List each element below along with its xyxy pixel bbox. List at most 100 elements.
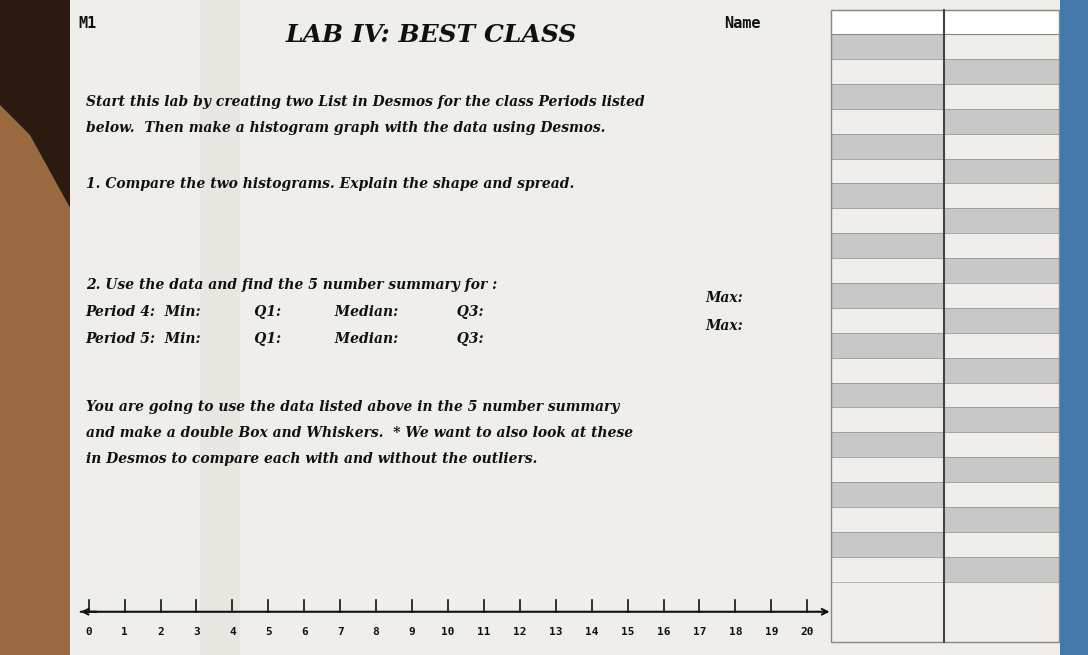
Polygon shape [0,0,85,655]
Text: 84: 84 [993,538,1010,551]
Text: 97: 97 [879,90,895,103]
FancyBboxPatch shape [831,557,944,582]
Text: 96: 96 [993,488,1010,501]
Text: 11: 11 [478,627,491,637]
FancyBboxPatch shape [944,233,1059,258]
Text: 65: 65 [879,115,895,128]
Text: 84: 84 [993,463,1010,476]
FancyBboxPatch shape [831,34,944,59]
FancyBboxPatch shape [831,208,944,233]
FancyBboxPatch shape [831,383,944,407]
FancyBboxPatch shape [831,358,944,383]
Text: 85: 85 [879,339,895,352]
Text: 9: 9 [409,627,416,637]
Text: 91: 91 [993,140,1010,153]
Text: 100: 100 [876,488,900,501]
Text: 99: 99 [993,214,1010,227]
FancyBboxPatch shape [831,84,944,109]
Text: 1. Compare the two histograms. Explain the shape and spread.: 1. Compare the two histograms. Explain t… [86,177,574,191]
FancyBboxPatch shape [831,457,944,482]
FancyBboxPatch shape [944,482,1059,507]
FancyBboxPatch shape [944,258,1059,283]
Text: 100: 100 [989,239,1013,252]
Text: 98: 98 [879,65,895,78]
Text: Period 5:  Min:           Q1:           Median:            Q3:: Period 5: Min: Q1: Median: Q3: [86,332,484,346]
FancyBboxPatch shape [944,507,1059,532]
Text: 20: 20 [801,627,814,637]
Polygon shape [1060,0,1088,655]
Text: M1: M1 [78,16,97,31]
Text: Name: Name [724,16,761,31]
Text: 6: 6 [301,627,308,637]
Text: 69: 69 [879,388,895,402]
FancyBboxPatch shape [944,134,1059,159]
Text: 1: 1 [121,627,128,637]
Text: 55: 55 [879,140,895,153]
FancyBboxPatch shape [944,84,1059,109]
FancyBboxPatch shape [831,109,944,134]
FancyBboxPatch shape [831,233,944,258]
Text: 2. Use the data and find the 5 number summary for :: 2. Use the data and find the 5 number su… [86,278,497,292]
Text: LAB IV: BEST CLASS: LAB IV: BEST CLASS [285,23,577,47]
Text: 72: 72 [993,314,1010,327]
Text: 19: 19 [765,627,778,637]
FancyBboxPatch shape [944,308,1059,333]
Text: 10: 10 [442,627,455,637]
Text: 93: 93 [879,289,895,302]
FancyBboxPatch shape [944,557,1059,582]
FancyBboxPatch shape [831,59,944,84]
Text: 7: 7 [337,627,344,637]
FancyBboxPatch shape [831,283,944,308]
FancyBboxPatch shape [831,333,944,358]
FancyBboxPatch shape [831,532,944,557]
FancyBboxPatch shape [944,283,1059,308]
Text: 62: 62 [993,563,1010,576]
Text: Period 4:  Min:           Q1:           Median:            Q3:: Period 4: Min: Q1: Median: Q3: [86,305,484,318]
FancyBboxPatch shape [944,532,1059,557]
FancyBboxPatch shape [944,59,1059,84]
FancyBboxPatch shape [831,159,944,183]
Polygon shape [0,105,85,655]
Polygon shape [70,0,820,655]
FancyBboxPatch shape [944,159,1059,183]
Text: 86: 86 [879,189,895,202]
Text: Max:: Max: [705,319,743,333]
Text: 76: 76 [993,264,1010,277]
FancyBboxPatch shape [831,10,1059,34]
Text: 66: 66 [993,289,1010,302]
FancyBboxPatch shape [944,432,1059,457]
FancyBboxPatch shape [831,183,944,208]
Text: 74: 74 [993,364,1010,377]
Text: 8: 8 [373,627,380,637]
Text: 79: 79 [993,65,1010,78]
Text: 95: 95 [879,214,895,227]
FancyBboxPatch shape [831,134,944,159]
Text: in Desmos to compare each with and without the outliers.: in Desmos to compare each with and witho… [86,452,537,466]
Text: 95: 95 [879,40,895,53]
Text: 78: 78 [879,314,895,327]
FancyBboxPatch shape [944,109,1059,134]
Text: 13: 13 [549,627,562,637]
Text: 66: 66 [879,413,895,426]
FancyBboxPatch shape [944,457,1059,482]
FancyBboxPatch shape [831,432,944,457]
Text: 94: 94 [879,264,895,277]
Text: 80: 80 [993,388,1010,402]
Text: 93: 93 [993,90,1010,103]
Text: You are going to use the data listed above in the 5 number summary: You are going to use the data listed abo… [86,400,619,413]
FancyBboxPatch shape [944,383,1059,407]
Text: 18: 18 [729,627,742,637]
Polygon shape [200,0,240,655]
Text: 91: 91 [879,239,895,252]
Text: 95: 95 [993,413,1010,426]
Text: 12: 12 [514,627,527,637]
Text: 5: 5 [265,627,272,637]
Text: Period 4: Period 4 [856,16,918,28]
Text: Period 5: Period 5 [970,16,1033,28]
FancyBboxPatch shape [944,407,1059,432]
Text: 92: 92 [879,164,895,178]
Text: Start this lab by creating two List in Desmos for the class Periods listed: Start this lab by creating two List in D… [86,95,644,109]
Text: 100: 100 [876,364,900,377]
Text: 82: 82 [993,40,1010,53]
Text: 17: 17 [693,627,706,637]
